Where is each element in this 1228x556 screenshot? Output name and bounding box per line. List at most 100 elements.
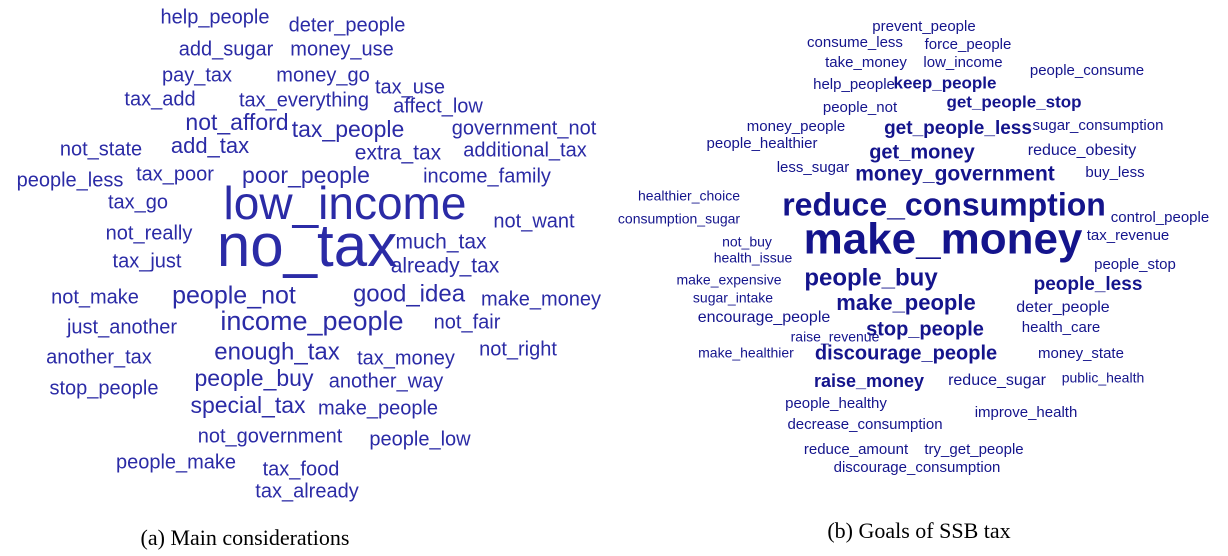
- word: add_tax: [171, 133, 249, 158]
- word: income_family: [423, 165, 551, 187]
- word: discourage_consumption: [834, 459, 1001, 476]
- word: healthier_choice: [638, 188, 740, 204]
- word: make_healthier: [698, 345, 794, 361]
- word: help_people: [161, 6, 270, 28]
- word: another_tax: [46, 346, 152, 368]
- word: take_money: [825, 54, 907, 71]
- word: stop_people: [866, 318, 984, 340]
- word: make_money: [481, 288, 601, 310]
- word: control_people: [1111, 209, 1209, 226]
- word: get_people_stop: [946, 92, 1081, 111]
- word: help_people: [813, 76, 895, 93]
- word: tax_food: [263, 458, 340, 480]
- word: buy_less: [1085, 164, 1144, 181]
- word: just_another: [66, 316, 177, 338]
- word: people_less: [17, 169, 124, 191]
- word: affect_low: [393, 95, 483, 117]
- word: money_people: [747, 118, 845, 135]
- word: tax_already: [255, 480, 358, 502]
- word: get_money: [869, 141, 975, 163]
- word: force_people: [925, 36, 1012, 53]
- word: tax_money: [357, 347, 455, 369]
- word: make_people: [318, 397, 438, 419]
- word: enough_tax: [214, 338, 339, 365]
- word: money_use: [290, 38, 393, 60]
- word: get_people_less: [884, 118, 1032, 139]
- word-cloud-a: help_people deter_people add_sugar money_us…: [17, 6, 601, 502]
- word: not_buy: [722, 234, 772, 250]
- word: reduce_obesity: [1028, 142, 1137, 159]
- word: consumption_sugar: [618, 211, 741, 227]
- word: tax_poor: [136, 163, 214, 185]
- word: public_health: [1062, 370, 1145, 386]
- word: additional_tax: [463, 139, 586, 161]
- word: not_government: [198, 425, 343, 447]
- word: good_idea: [353, 280, 466, 307]
- word: extra_tax: [355, 142, 442, 165]
- word: people_stop: [1094, 256, 1176, 273]
- word: improve_health: [975, 404, 1078, 421]
- word: sugar_intake: [693, 290, 773, 306]
- word: people_not: [172, 282, 296, 310]
- word: low_income: [224, 177, 467, 229]
- word: not_want: [493, 210, 575, 232]
- word: poor_people: [242, 162, 370, 188]
- word: people_healthy: [785, 395, 887, 412]
- word: consume_less: [807, 34, 903, 51]
- word: people_consume: [1030, 62, 1144, 79]
- word: income_people: [220, 306, 403, 336]
- word: tax_use: [375, 76, 445, 98]
- word: try_get_people: [924, 441, 1023, 458]
- word: pay_tax: [162, 64, 232, 86]
- word: people_not: [823, 99, 898, 116]
- word: encourage_people: [698, 309, 831, 326]
- word: discourage_people: [815, 342, 997, 364]
- word: government_not: [452, 117, 597, 139]
- word: people_less: [1034, 274, 1143, 295]
- word: tax_just: [113, 250, 182, 272]
- word: people_healthier: [707, 135, 818, 152]
- word: make_expensive: [676, 272, 781, 288]
- word: people_low: [369, 428, 471, 450]
- word: health_care: [1022, 319, 1100, 336]
- word: tax_everything: [239, 89, 369, 111]
- word: health_issue: [714, 250, 793, 266]
- word: make_people: [836, 290, 975, 315]
- word: raise_revenue: [791, 329, 880, 345]
- word: people_make: [116, 451, 236, 473]
- word: add_sugar: [179, 38, 274, 60]
- word: not_really: [106, 222, 193, 244]
- word: make_money: [804, 215, 1083, 264]
- word: not_afford: [185, 109, 288, 135]
- word: keep_people: [894, 73, 997, 92]
- caption: (a) Main considerations: [141, 525, 350, 550]
- word: raise_money: [814, 371, 924, 391]
- word: not_state: [60, 138, 142, 160]
- caption: (b) Goals of SSB tax: [827, 518, 1010, 543]
- word: no_tax: [217, 212, 397, 279]
- word: another_way: [329, 370, 444, 392]
- word: tax_go: [108, 191, 168, 213]
- word: reduce_amount: [804, 441, 909, 458]
- word: decrease_consumption: [787, 416, 942, 433]
- word: tax_revenue: [1087, 227, 1170, 244]
- word: prevent_people: [872, 18, 975, 35]
- word: not_make: [51, 286, 139, 308]
- word: people_buy: [195, 365, 314, 391]
- word: tax_add: [124, 88, 195, 110]
- word: low_income: [923, 54, 1002, 71]
- word: deter_people: [1016, 299, 1110, 316]
- word: money_state: [1038, 345, 1124, 362]
- word: money_government: [855, 163, 1055, 186]
- word: reduce_consumption: [782, 186, 1106, 222]
- word: money_go: [276, 64, 369, 86]
- word: special_tax: [190, 392, 306, 418]
- word: tax_people: [292, 116, 405, 142]
- word: not_right: [479, 338, 557, 360]
- word: not_fair: [434, 311, 501, 333]
- word: deter_people: [289, 14, 406, 36]
- word: less_sugar: [777, 159, 850, 176]
